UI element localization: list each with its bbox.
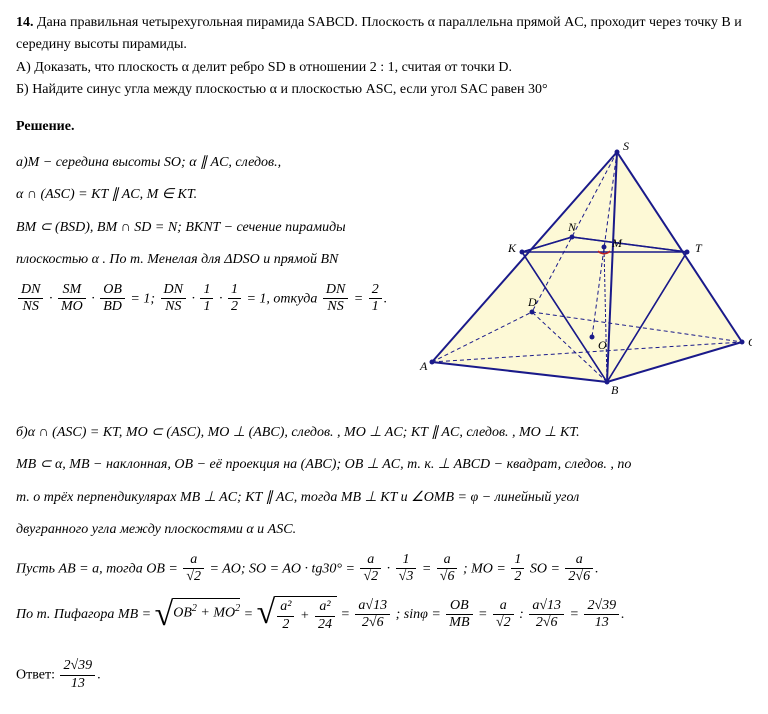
problem-part-a: А) Доказать, что плоскость α делит ребро… xyxy=(16,60,512,75)
svg-text:K: K xyxy=(507,241,517,255)
pyramid-diagram: S A B C D O M K T N xyxy=(412,142,752,402)
computation-1: Пусть AB = a, тогда OB = a√2 = AO; SO = … xyxy=(16,552,752,587)
step-b1: б)α ∩ (ASC) = KT, MO ⊂ (ASC), MO ⊥ (ABC)… xyxy=(16,422,752,444)
problem-statement: 14. Дана правильная четырехугольная пира… xyxy=(16,12,752,102)
step-a4: плоскостью α . По т. Менелая для ΔDSO и … xyxy=(16,249,396,271)
svg-text:D: D xyxy=(527,295,537,309)
step-a3: BM ⊂ (BSD), BM ∩ SD = N; BKNT − сечение … xyxy=(16,217,396,239)
svg-text:B: B xyxy=(611,383,619,397)
svg-text:S: S xyxy=(623,142,629,153)
solution-title: Решение. xyxy=(16,116,752,138)
svg-text:N: N xyxy=(567,220,577,234)
svg-text:M: M xyxy=(611,236,623,250)
answer: Ответ: 2√3913. xyxy=(16,658,752,693)
svg-text:A: A xyxy=(419,359,428,373)
answer-label: Ответ: xyxy=(16,667,55,682)
svg-text:O: O xyxy=(598,338,607,352)
menelaus-equation: DNNS · SMMO · OBBD = 1; DNNS · 11 · 12 =… xyxy=(16,282,396,317)
step-b3: т. о трёх перпендикулярах MB ⊥ AC; KT ∥ … xyxy=(16,487,752,509)
computation-2: По т. Пифагора MB = √OB2 + MO2 = √ a²2 +… xyxy=(16,596,752,634)
problem-text: Дана правильная четырехугольная пирамида… xyxy=(16,15,742,52)
svg-text:C: C xyxy=(748,335,752,349)
problem-part-b: Б) Найдите синус угла между плоскостью α… xyxy=(16,82,548,97)
solution-top-section: а)M − середина высоты SO; α ∥ AC, следов… xyxy=(16,152,752,412)
step-b4: двугранного угла между плоскостями α и A… xyxy=(16,519,752,541)
problem-number: 14. xyxy=(16,15,34,30)
step-a1: а)M − середина высоты SO; α ∥ AC, следов… xyxy=(16,152,396,174)
svg-text:T: T xyxy=(695,241,703,255)
step-b2: MB ⊂ α, MB − наклонная, OB − её проекция… xyxy=(16,454,752,476)
step-a2: α ∩ (ASC) = KT ∥ AC, M ∈ KT. xyxy=(16,184,396,206)
solution-text-column: а)M − середина высоты SO; α ∥ AC, следов… xyxy=(16,152,396,316)
